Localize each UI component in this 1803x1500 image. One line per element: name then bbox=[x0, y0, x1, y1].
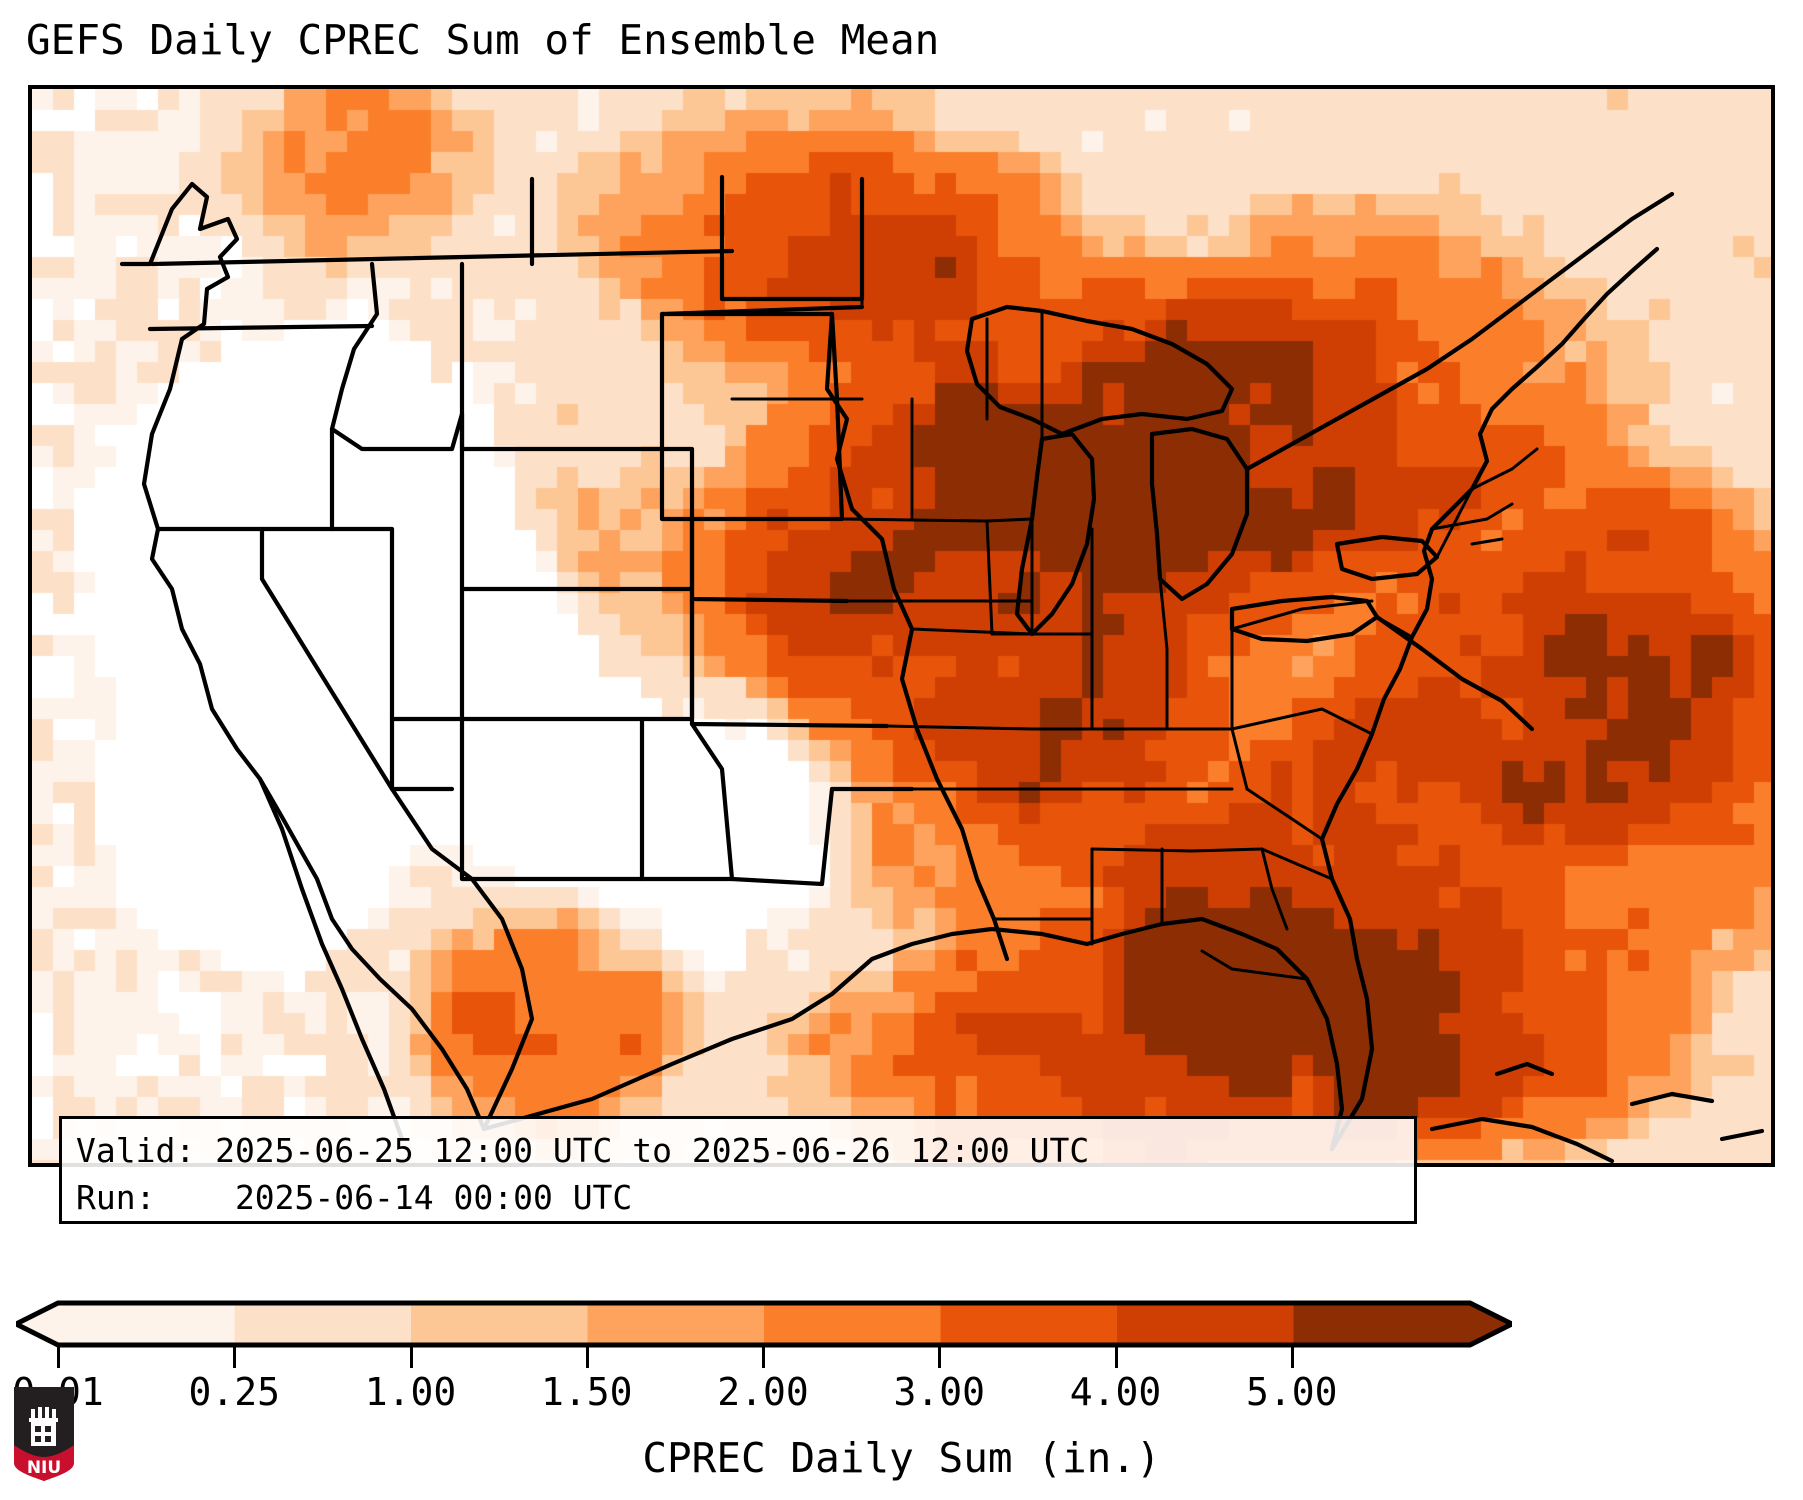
colorbar-tick-label: 1.50 bbox=[540, 1370, 633, 1414]
colorbar-tick-label: 0.25 bbox=[188, 1370, 281, 1414]
colorbar-tick bbox=[938, 1346, 942, 1368]
colorbar-gradient bbox=[16, 1300, 1512, 1348]
precipitation-map-panel[interactable] bbox=[28, 85, 1775, 1167]
valid-period-text: Valid: 2025-06-25 12:00 UTC to 2025-06-2… bbox=[76, 1131, 1090, 1170]
colorbar-region: 0.010.251.001.502.003.004.005.00 CPREC D… bbox=[0, 1300, 1803, 1500]
colorbar-tick bbox=[57, 1346, 60, 1368]
colorbar-tick-label: 4.00 bbox=[1069, 1370, 1162, 1414]
colorbar-tick bbox=[585, 1346, 589, 1368]
colorbar-tick bbox=[1114, 1346, 1118, 1368]
colorbar-tick-label: 3.00 bbox=[893, 1370, 986, 1414]
colorbar[interactable]: 0.010.251.001.502.003.004.005.00 bbox=[12, 1300, 1512, 1414]
niu-logo-icon: NIU bbox=[14, 1387, 74, 1481]
colorbar-tick bbox=[409, 1346, 413, 1368]
colorbar-tick-label: 1.00 bbox=[364, 1370, 457, 1414]
precipitation-field-raster bbox=[32, 89, 1771, 1163]
colorbar-tick bbox=[762, 1346, 765, 1368]
colorbar-axis-label: CPREC Daily Sum (in.) bbox=[642, 1434, 1161, 1482]
page-title: GEFS Daily CPREC Sum of Ensemble Mean bbox=[26, 16, 940, 64]
svg-text:NIU: NIU bbox=[27, 1458, 61, 1478]
colorbar-tick bbox=[1290, 1346, 1294, 1368]
colorbar-tick bbox=[233, 1346, 237, 1368]
run-time-text: Run: 2025-06-14 00:00 UTC bbox=[76, 1178, 633, 1217]
forecast-info-box: Valid: 2025-06-25 12:00 UTC to 2025-06-2… bbox=[59, 1116, 1417, 1224]
colorbar-tick-label: 5.00 bbox=[1245, 1370, 1338, 1414]
colorbar-tick-label: 2.00 bbox=[717, 1370, 809, 1414]
